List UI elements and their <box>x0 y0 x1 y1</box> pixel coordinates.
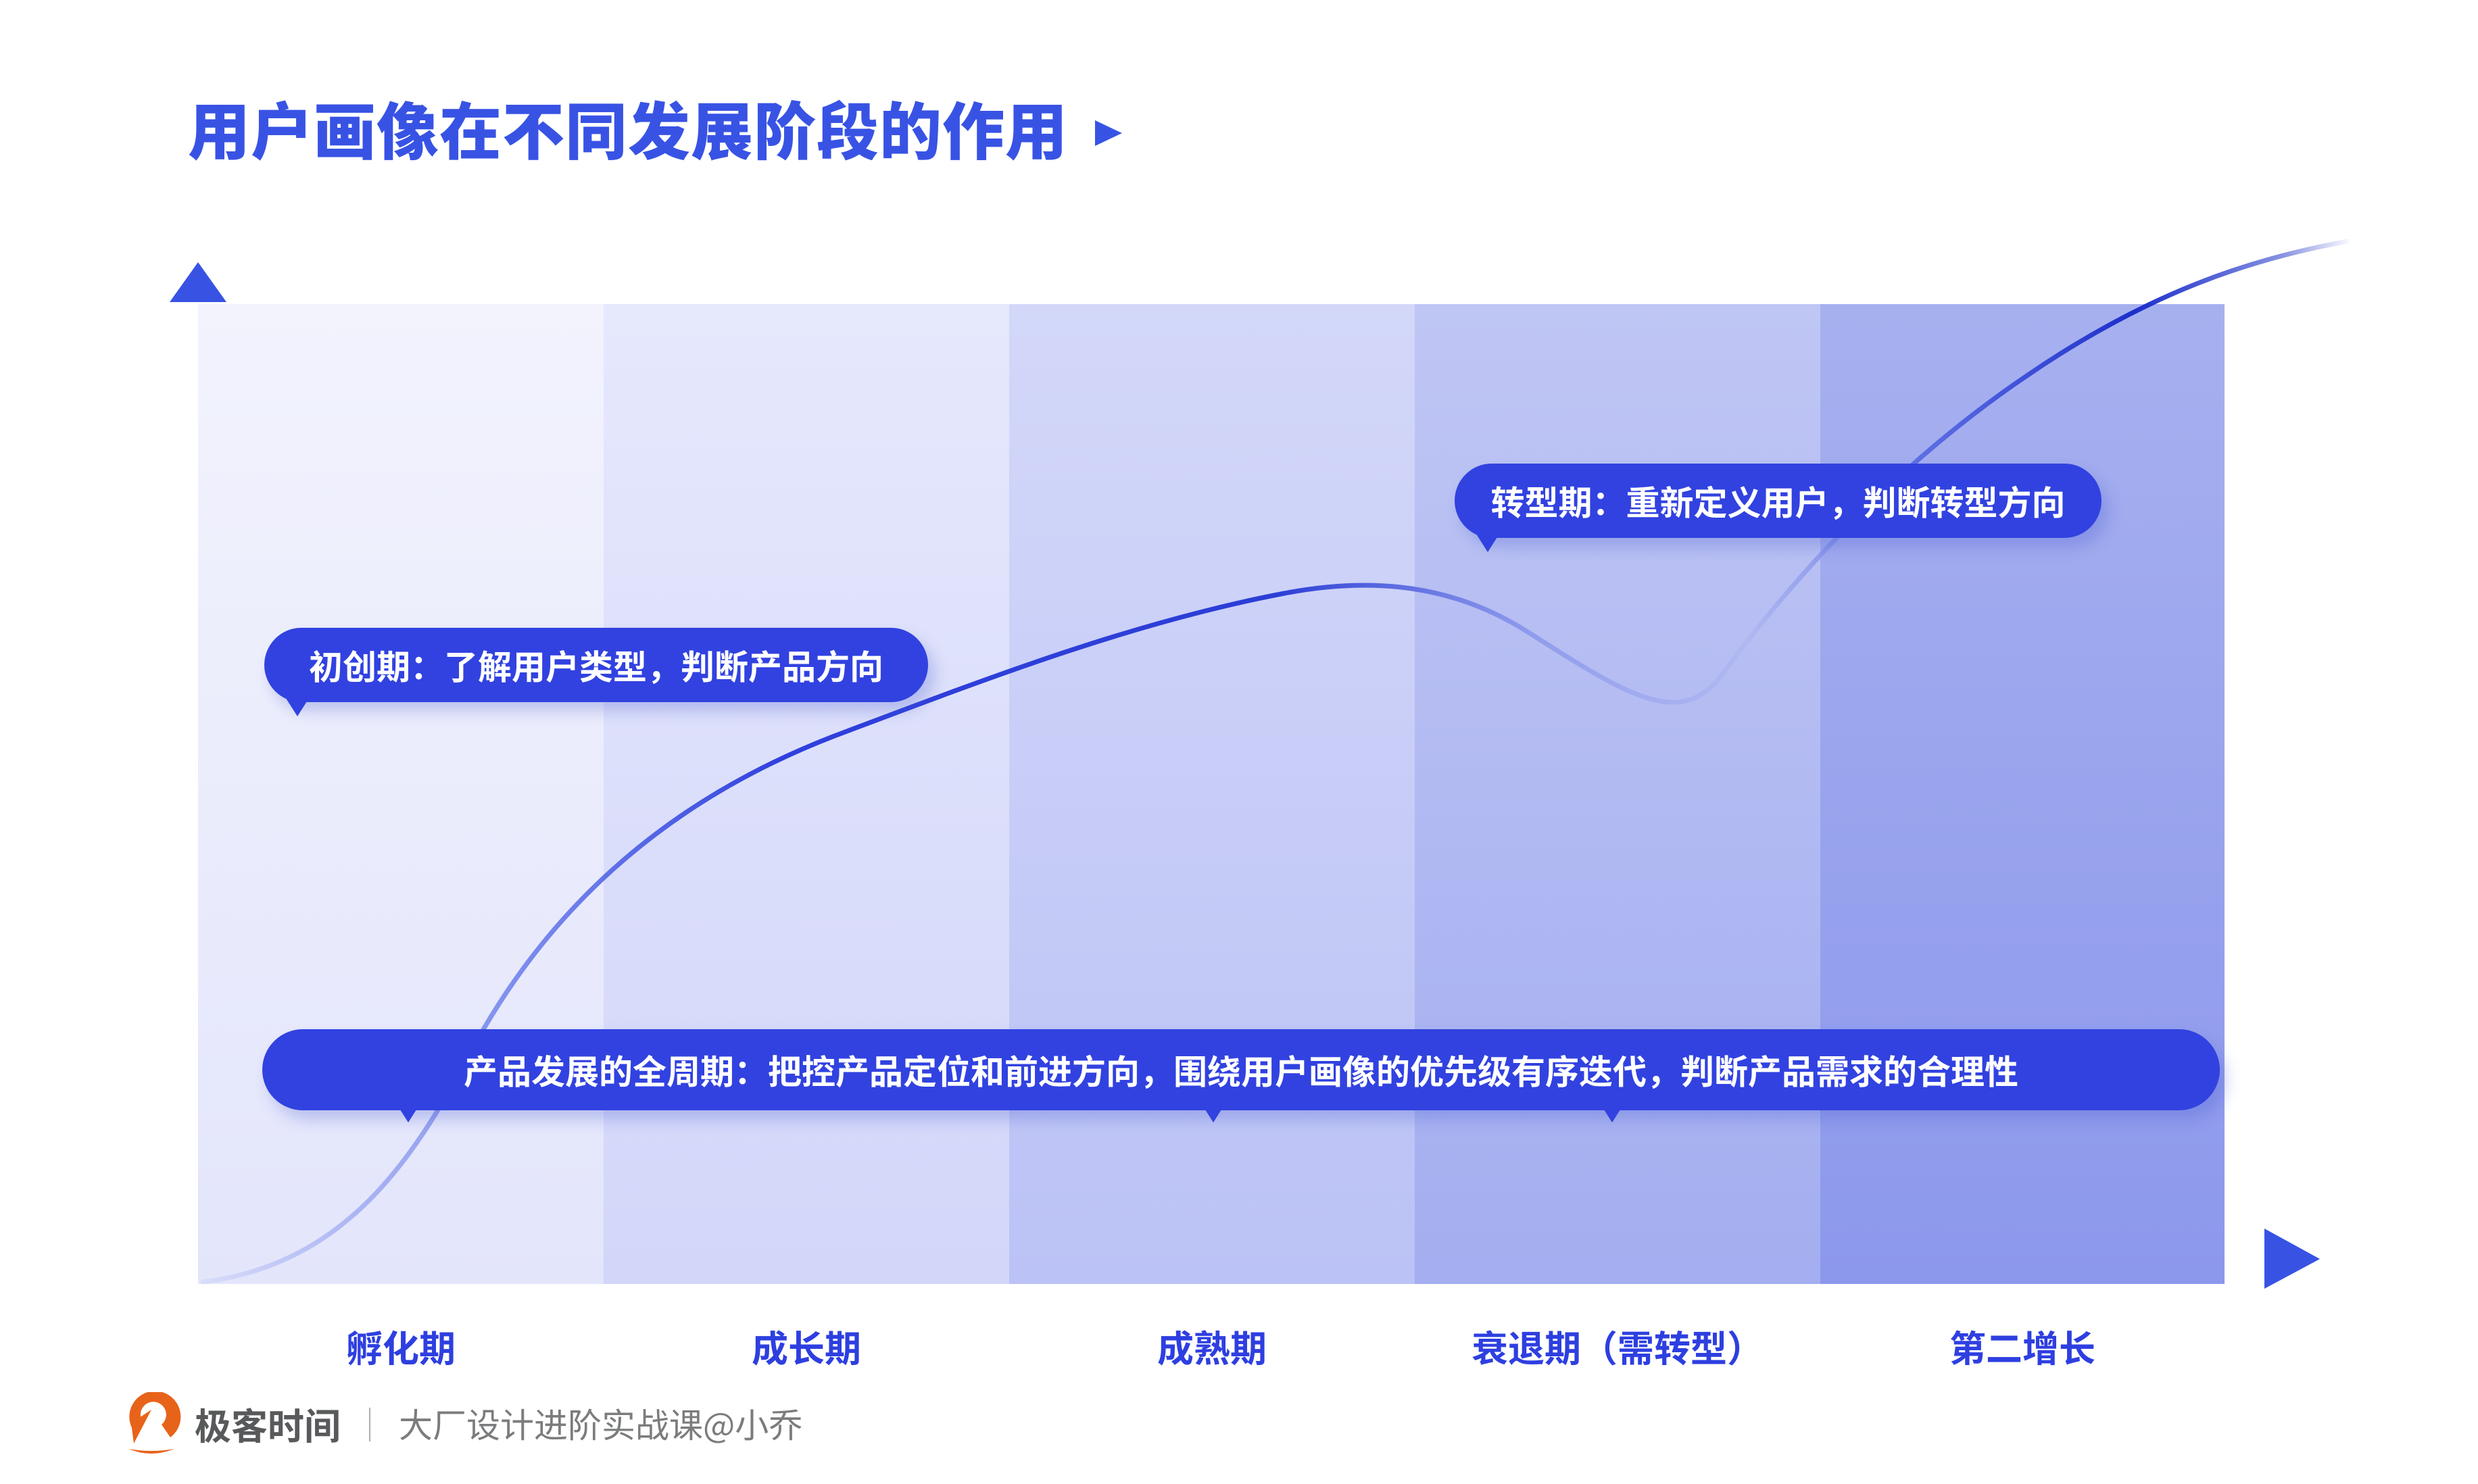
svg-text:成熟期: 成熟期 <box>1157 1319 1267 1372</box>
svg-text:第二增长: 第二增长 <box>1949 1319 2095 1372</box>
svg-text:孵化期: 孵化期 <box>346 1319 456 1372</box>
svg-text:衰退期（需转型）: 衰退期（需转型） <box>1472 1319 1764 1372</box>
svg-text:成长期: 成长期 <box>752 1319 861 1372</box>
